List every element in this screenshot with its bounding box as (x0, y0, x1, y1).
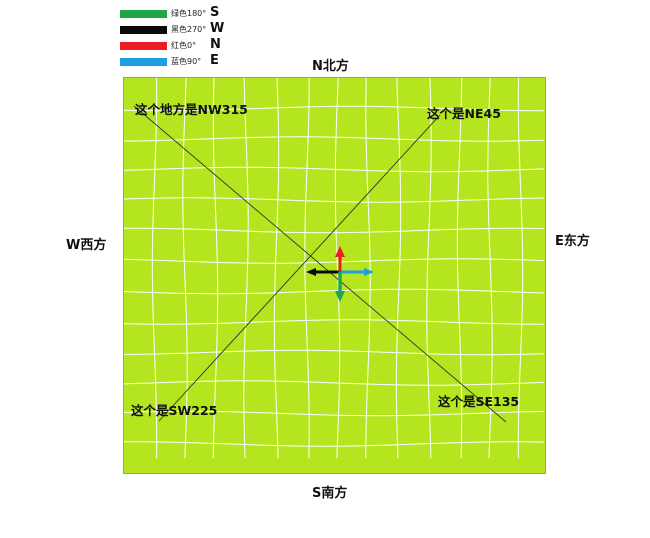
west-label: W西方 (66, 238, 107, 253)
grid-line-horizontal (124, 319, 545, 325)
callout-nw: 这个地方是NW315 (135, 102, 248, 117)
grid-line-vertical (212, 78, 219, 459)
grid-line-horizontal (124, 105, 545, 112)
legend-swatch-black (120, 26, 167, 34)
grid-line-horizontal (124, 410, 545, 417)
south-label: S南方 (312, 486, 348, 501)
grid-line-horizontal (124, 197, 545, 203)
legend-label: 黑色270° (171, 25, 207, 34)
grid-line-vertical (304, 78, 310, 459)
west-arrow-head (306, 268, 316, 276)
legend-letter: S (210, 5, 220, 20)
east-label: E东方 (555, 234, 590, 249)
grid-line-horizontal (124, 441, 545, 447)
north-label: N北方 (312, 59, 349, 74)
diagonal-nw-se (133, 105, 507, 423)
grid-line-vertical (334, 78, 341, 459)
diagonal-ne-sw (158, 114, 441, 422)
east-arrow-head (364, 268, 374, 276)
grid-line-vertical (243, 78, 249, 459)
grid-line-horizontal (124, 227, 545, 234)
legend-item-north: 红色0° N (118, 37, 238, 53)
north-arrow-head (335, 246, 345, 257)
grid-line-horizontal (124, 258, 545, 264)
compass-field (123, 77, 546, 474)
grid-line-vertical (426, 78, 432, 459)
legend-swatch-blue (120, 58, 167, 66)
callout-se: 这个是SE135 (438, 394, 520, 409)
south-arrow-head (335, 291, 345, 302)
legend-item-east: 蓝色90° E (118, 53, 238, 69)
callout-ne: 这个是NE45 (427, 106, 501, 121)
legend-label: 蓝色90° (171, 57, 202, 66)
grid-line-horizontal (124, 136, 545, 142)
grid-line-horizontal (124, 349, 545, 356)
grid-line-horizontal (124, 166, 545, 173)
legend-letter: N (210, 37, 221, 52)
legend-swatch-green (120, 10, 167, 18)
compass-arrows (306, 246, 374, 302)
legend-item-west: 黑色270° W (118, 21, 238, 37)
grid-line-vertical (182, 78, 188, 459)
legend-letter: W (210, 21, 225, 36)
grid-line-vertical (365, 78, 371, 459)
callout-sw: 这个是SW225 (131, 403, 218, 418)
grid-line-vertical (395, 78, 402, 459)
legend-label: 绿色180° (171, 9, 207, 18)
legend-label: 红色0° (171, 41, 197, 50)
compass-graphic (124, 78, 545, 459)
legend-letter: E (210, 53, 219, 68)
grid-lines (124, 78, 545, 459)
grid-line-horizontal (124, 380, 545, 386)
grid-line-horizontal (124, 288, 545, 295)
grid-line-vertical (151, 78, 158, 459)
legend-swatch-red (120, 42, 167, 50)
legend-item-south: 绿色180° S (118, 5, 238, 21)
grid-line-vertical (273, 78, 280, 459)
